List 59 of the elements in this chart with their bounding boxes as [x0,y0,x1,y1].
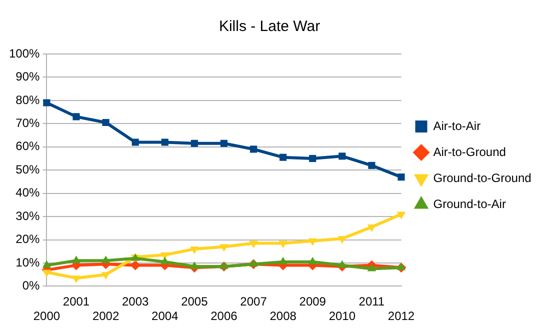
point [309,154,316,162]
point [396,262,406,270]
point [72,113,80,120]
x-tick-label: 2005 [181,294,208,309]
point [368,162,376,169]
point [72,256,81,264]
point [161,138,168,146]
y-tick-label: 70% [16,116,40,130]
x-tick-label: 2007 [240,294,268,309]
chart-title: Kills - Late War [218,18,320,36]
y-tick-label: 40% [16,186,40,200]
point [308,238,317,246]
point [43,99,50,106]
point [308,256,317,264]
point [250,146,258,153]
x-tick-label: 2010 [328,309,356,324]
x-tick-label: 2003 [122,294,149,309]
y-tick-label: 0% [22,278,40,293]
point [338,260,346,268]
legend-label: Air-to-Ground [433,144,506,159]
x-tick-label: 2011 [358,294,385,309]
point [278,240,288,248]
y-tick-label: 90% [16,70,40,84]
x-tick-label: 2000 [33,309,60,324]
y-tick-label: 50% [16,162,40,176]
point [220,140,228,147]
legend-label: Air-to-Air [433,118,481,133]
y-tick-label: 80% [16,92,40,107]
point [101,256,110,264]
legend-label: Ground-to-Air [433,196,506,211]
point [160,256,170,264]
x-tick-label: 2009 [299,294,326,309]
point [190,140,198,147]
point [130,260,140,270]
point [278,256,288,264]
x-tick-label: 2001 [62,294,90,309]
y-tick-label: 10% [16,255,40,270]
point [396,212,406,220]
y-tick-label: 60% [16,139,40,154]
x-tick-label: 2006 [210,309,238,324]
y-tick-label: 100% [8,46,40,60]
x-tick-label: 2004 [152,309,179,324]
point [190,261,199,269]
point [367,264,376,272]
point [338,152,346,160]
point [132,138,139,146]
point [280,154,287,161]
x-tick-label: 2002 [92,309,120,324]
legend-label: Ground-to-Ground [433,170,532,185]
point [220,261,228,269]
x-tick-label: 2012 [388,309,415,324]
point [102,118,110,126]
point [42,260,52,268]
y-tick-label: 20% [16,232,40,246]
x-tick-label: 2008 [270,309,297,324]
point [249,259,258,267]
point [398,174,405,181]
y-tick-label: 30% [16,208,40,223]
point [249,240,258,248]
